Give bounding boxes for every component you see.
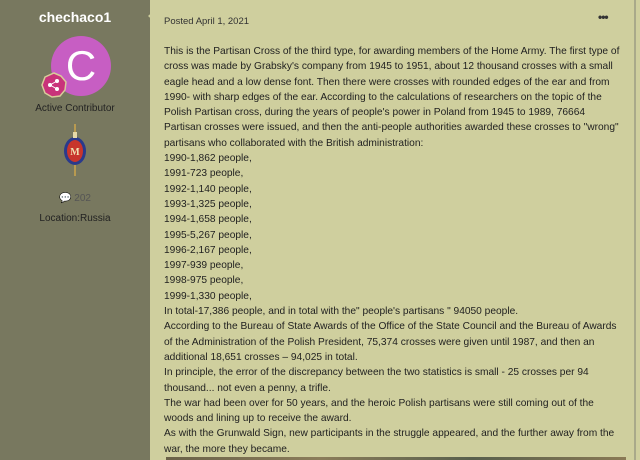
post-paragraph: In total-17,386 people, and in total wit… [164, 306, 519, 318]
author-location: Location:Russia [39, 213, 111, 224]
post-paragraph: 1998-975 people, [164, 275, 244, 287]
post-paragraph: 1999-1,330 people, [164, 290, 252, 302]
post-paragraph: 1993-1,325 people, [164, 198, 252, 210]
panel-pointer [148, 8, 157, 24]
comment-icon: 💬 [59, 193, 72, 204]
post-paragraph: This is the Partisan Cross of the third … [164, 46, 620, 149]
post-paragraph: 1994-1,658 people, [164, 214, 252, 226]
post-count: 💬 202 [0, 193, 150, 204]
author-username[interactable]: chechaco1 [38, 9, 112, 25]
post-paragraph: 1992-1,140 people, [164, 183, 252, 195]
post-paragraph: 1990-1,862 people, [164, 153, 252, 165]
svg-text:M: M [70, 147, 80, 158]
author-panel: chechaco1 C Active Contributor M 💬 202 L… [0, 0, 150, 460]
more-options-button[interactable]: ••• [598, 10, 609, 24]
post-paragraph: 1997-939 people, [164, 260, 244, 272]
post-paragraph: The war had been over for 50 years, and … [164, 397, 594, 425]
post-body: This is the Partisan Cross of the third … [164, 44, 624, 457]
share-badge-icon [41, 72, 67, 98]
post-image [166, 457, 626, 460]
post-border [634, 0, 636, 460]
post-paragraph: 1991-723 people, [164, 168, 244, 180]
medal-emblem-icon: M [64, 124, 86, 176]
post-paragraph: 1996-2,167 people, [164, 244, 252, 256]
post-date[interactable]: Posted April 1, 2021 [164, 16, 250, 27]
post-paragraph: According to the Bureau of State Awards … [164, 321, 617, 363]
author-rank: Active Contributor [35, 103, 115, 114]
post-paragraph: In principle, the error of the discrepan… [164, 367, 589, 394]
post-paragraph: 1995-5,267 people, [164, 229, 252, 241]
post-paragraph: As with the Grunwald Sign, new participa… [164, 428, 615, 455]
post-count-value: 202 [74, 193, 91, 204]
